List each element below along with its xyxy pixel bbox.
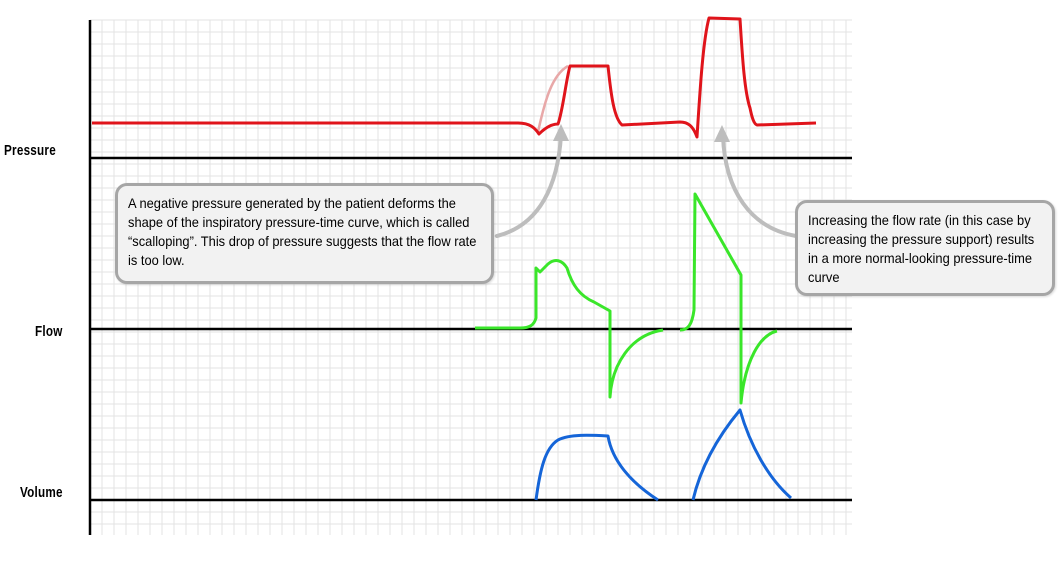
flow-curve [475, 192, 778, 405]
right-arrow-head [714, 125, 730, 142]
right-callout-text: Increasing the flow rate (in this case b… [808, 212, 1035, 285]
right-callout: Increasing the flow rate (in this case b… [795, 200, 1055, 296]
volume-curve [534, 408, 792, 502]
left-callout: A negative pressure generated by the pat… [115, 183, 494, 284]
pressure-label: Pressure [4, 142, 56, 159]
left-callout-arrow [495, 133, 563, 238]
right-callout-arrow [721, 134, 798, 238]
callout-arrows [495, 124, 798, 238]
left-callout-text: A negative pressure generated by the pat… [128, 195, 477, 268]
left-arrow-head [553, 124, 569, 141]
pressure-curve [92, 16, 817, 139]
pressure-ideal-curve [536, 64, 569, 133]
volume-label: Volume [20, 484, 63, 501]
flow-label: Flow [35, 323, 63, 340]
